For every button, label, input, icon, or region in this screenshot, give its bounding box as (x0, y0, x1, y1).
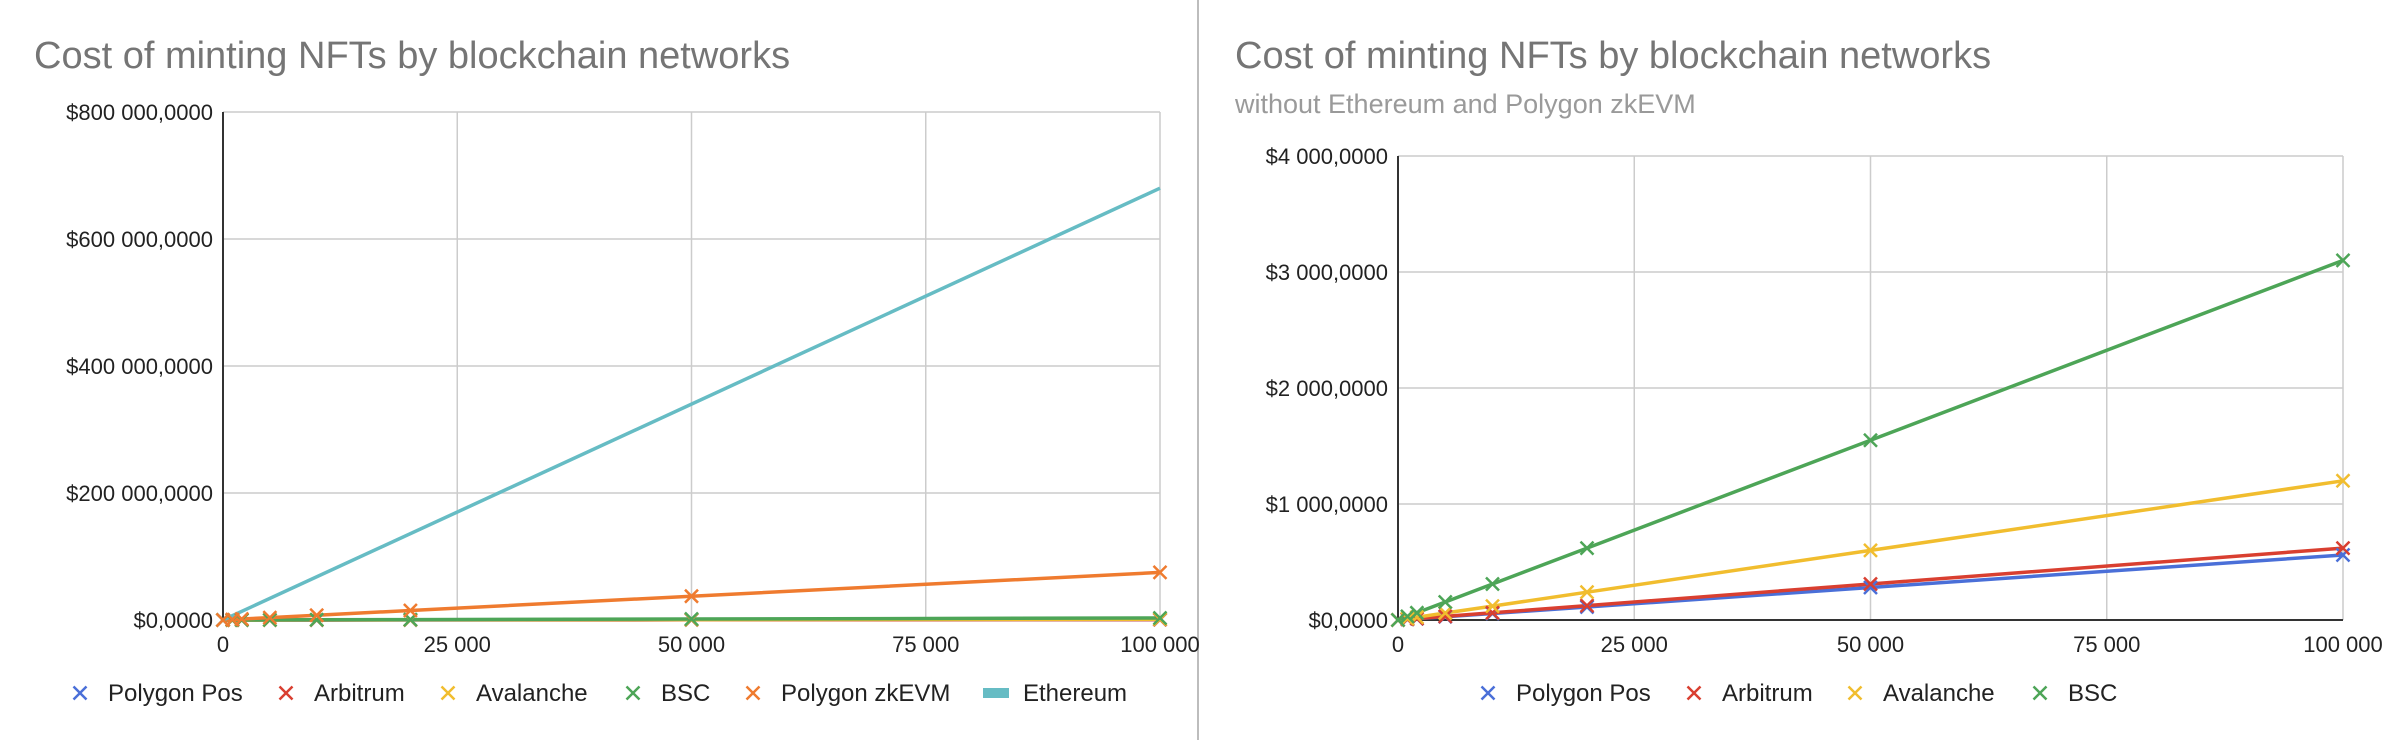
data-point-marker (1152, 564, 1168, 580)
x-tick-label: 25 000 (1601, 632, 1668, 657)
y-tick-label: $0,0000 (133, 608, 213, 633)
data-point-marker (1863, 432, 1878, 448)
x-tick-label: 0 (1392, 632, 1404, 657)
x-tick-label: 0 (217, 632, 229, 657)
data-point-marker (2335, 253, 2351, 268)
legend-label: Polygon Pos (1516, 680, 1651, 707)
data-point-marker (2335, 540, 2351, 556)
legend-marker-x (1847, 685, 1863, 701)
y-tick-label: $400 000,0000 (66, 354, 213, 379)
data-point-marker (262, 612, 278, 628)
data-point-marker (262, 610, 278, 626)
legend-label: BSC (2068, 680, 2117, 707)
legend-marker-x (745, 685, 761, 701)
y-tick-label: $600 000,0000 (66, 227, 213, 252)
legend-marker-x (278, 685, 294, 701)
data-point-marker (1400, 609, 1415, 624)
data-point-marker (1579, 540, 1595, 556)
legend-label: BSC (661, 680, 710, 707)
data-point-marker (1863, 576, 1878, 592)
data-point-marker (1579, 584, 1595, 600)
x-tick-label: 25 000 (424, 632, 491, 657)
data-point-marker (1579, 598, 1595, 613)
data-point-marker (1863, 543, 1878, 558)
data-point-marker (1437, 605, 1453, 621)
y-tick-label: $800 000,0000 (66, 100, 213, 125)
data-point-marker (403, 603, 418, 618)
x-tick-label: 50 000 (658, 632, 725, 657)
data-point-marker (1437, 594, 1453, 610)
data-point-marker (1485, 576, 1500, 592)
chart-left-title: Cost of minting NFTs by blockchain netwo… (34, 35, 790, 77)
data-point-marker (1863, 580, 1878, 595)
y-tick-label: $4 000,0000 (1266, 144, 1388, 169)
legend-label: Arbitrum (1722, 680, 1813, 707)
legend-label: Polygon Pos (108, 680, 243, 707)
y-tick-label: $0,0000 (1308, 608, 1388, 633)
legend-label: Polygon zkEVM (781, 680, 950, 707)
chart-right-plot: $0,0000 $1 000,0000 $2 000,0000 $3 000,0000… (1266, 144, 2383, 657)
data-point-marker (1409, 605, 1425, 621)
chart-right: Cost of minting NFTs by blockchain netwo… (1234, 35, 2383, 707)
data-point-marker (309, 607, 325, 623)
chart-right-subtitle: without Ethereum and Polygon zkEVM (1234, 89, 1696, 119)
legend-marker-x (625, 685, 641, 701)
legend-marker-x (72, 685, 88, 701)
y-tick-label: $200 000,0000 (66, 481, 213, 506)
x-tick-label: 75 000 (2073, 632, 2140, 657)
legend-marker-x (2032, 685, 2048, 701)
legend-marker-x (440, 685, 456, 701)
y-tick-label: $3 000,0000 (1266, 260, 1388, 285)
chart-left-legend: Polygon Pos Arbitrum Avalanche BSC Polygon z… (72, 680, 1127, 707)
legend-marker-x (1480, 685, 1496, 701)
x-tick-label: 100 000 (1120, 632, 1200, 657)
x-tick-label: 50 000 (1837, 632, 1904, 657)
series-line-ethereum (222, 186, 1161, 622)
legend-label: Arbitrum (314, 680, 405, 707)
data-point-marker (1437, 609, 1453, 624)
legend-marker-line (983, 688, 1009, 698)
chart-right-legend: Polygon Pos Arbitrum Avalanche BSC (1480, 680, 2117, 707)
legend-marker-x (1686, 685, 1702, 701)
data-point-marker (1485, 598, 1500, 614)
data-point-marker (684, 611, 699, 627)
chart-right-title: Cost of minting NFTs by blockchain netwo… (1235, 35, 1991, 77)
data-point-marker (684, 588, 699, 604)
legend-label: Ethereum (1023, 680, 1127, 707)
data-point-marker (1390, 612, 1406, 628)
data-point-marker (2335, 473, 2351, 489)
y-tick-label: $2 000,0000 (1266, 376, 1388, 401)
legend-label: Avalanche (476, 680, 588, 707)
x-tick-label: 75 000 (892, 632, 959, 657)
chart-left: Cost of minting NFTs by blockchain netwo… (34, 35, 1200, 707)
data-point-marker (1485, 605, 1500, 621)
data-point-marker (1152, 610, 1168, 626)
data-point-marker (234, 611, 250, 627)
data-point-marker (309, 612, 325, 628)
chart-left-plot: $0,0000 $200 000,0000 $400 000,0000 $600 00… (66, 100, 1200, 657)
y-tick-label: $1 000,0000 (1266, 492, 1388, 517)
x-tick-label: 100 000 (2303, 632, 2383, 657)
legend-label: Avalanche (1883, 680, 1995, 707)
